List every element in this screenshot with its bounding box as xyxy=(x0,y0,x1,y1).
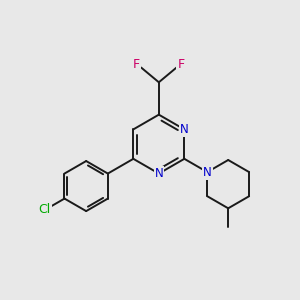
Text: N: N xyxy=(154,167,163,180)
Text: Cl: Cl xyxy=(39,203,51,216)
Text: F: F xyxy=(177,58,184,71)
Text: N: N xyxy=(203,166,212,178)
Text: F: F xyxy=(133,58,140,71)
Text: N: N xyxy=(180,123,189,136)
